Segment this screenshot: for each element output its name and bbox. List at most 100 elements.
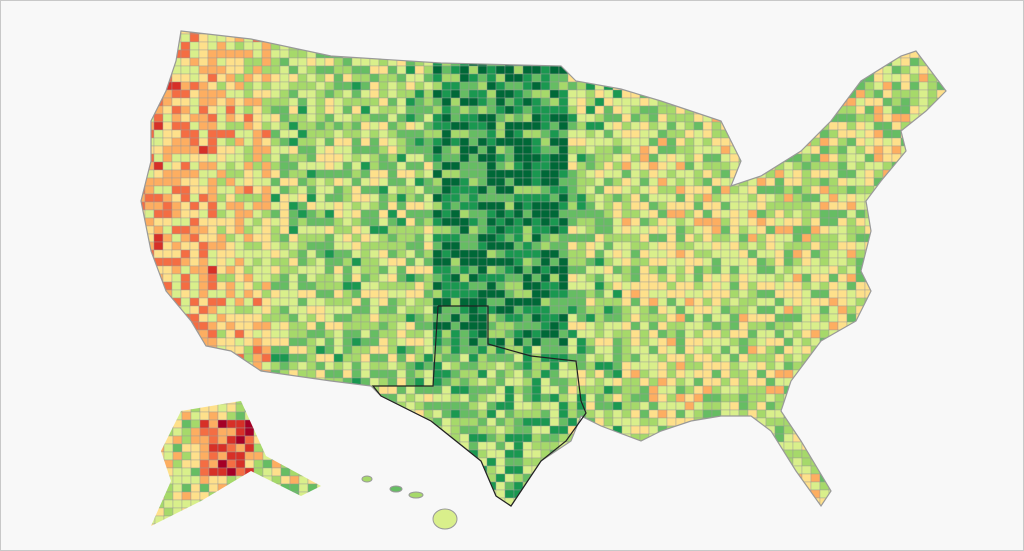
county — [450, 465, 461, 475]
county — [450, 353, 461, 363]
county — [459, 217, 470, 227]
county — [504, 281, 515, 291]
county — [270, 393, 281, 403]
county — [648, 409, 659, 419]
county — [432, 185, 443, 195]
county — [549, 89, 560, 99]
county — [360, 225, 371, 235]
county — [306, 249, 317, 259]
county — [558, 393, 569, 403]
county — [486, 145, 497, 155]
county — [765, 313, 776, 323]
county — [729, 385, 740, 395]
county — [585, 289, 596, 299]
county — [783, 345, 794, 355]
county — [306, 201, 317, 211]
county — [549, 177, 560, 187]
county — [792, 385, 803, 395]
county — [297, 201, 308, 211]
county — [612, 305, 623, 315]
county — [585, 89, 596, 99]
county — [396, 113, 407, 123]
county — [522, 177, 533, 187]
county — [837, 361, 848, 371]
county — [513, 313, 524, 323]
county — [567, 145, 578, 155]
county — [306, 313, 317, 323]
county — [855, 241, 866, 251]
county — [603, 233, 614, 243]
county — [486, 401, 497, 411]
county — [297, 465, 308, 475]
county — [171, 185, 182, 195]
county — [567, 233, 578, 243]
county — [315, 321, 326, 331]
county — [774, 233, 785, 243]
county — [648, 89, 659, 99]
county — [396, 169, 407, 179]
county — [270, 31, 281, 35]
county — [828, 49, 839, 59]
county — [495, 393, 506, 403]
county — [378, 257, 389, 267]
county — [684, 489, 695, 499]
county — [675, 129, 686, 139]
county — [486, 121, 497, 131]
county — [783, 49, 794, 59]
county — [495, 337, 506, 347]
county — [513, 457, 524, 467]
county — [693, 185, 704, 195]
county — [288, 345, 299, 355]
county — [450, 177, 461, 187]
county — [252, 41, 263, 51]
county — [189, 193, 200, 203]
county — [846, 185, 857, 195]
county — [378, 73, 389, 83]
county — [819, 297, 830, 307]
county — [567, 497, 578, 506]
county — [297, 297, 308, 307]
county — [153, 289, 164, 299]
county — [315, 433, 326, 443]
county — [396, 65, 407, 75]
county — [297, 505, 308, 506]
county — [738, 353, 749, 363]
county — [180, 33, 191, 43]
county — [792, 89, 803, 99]
county — [378, 193, 389, 203]
county — [396, 321, 407, 331]
county — [162, 353, 173, 363]
county — [801, 321, 812, 331]
county — [441, 209, 452, 219]
county — [765, 449, 776, 459]
county — [432, 409, 443, 419]
county — [198, 209, 209, 219]
county — [783, 281, 794, 291]
county — [801, 425, 812, 435]
county — [738, 297, 749, 307]
county — [621, 297, 632, 307]
county — [468, 169, 479, 179]
county — [441, 129, 452, 139]
county — [270, 417, 281, 427]
county — [666, 329, 677, 339]
county — [387, 457, 398, 467]
county — [819, 177, 830, 187]
county — [783, 57, 794, 67]
county — [495, 401, 506, 411]
county — [783, 481, 794, 491]
county — [162, 209, 173, 219]
county — [693, 33, 704, 43]
county — [558, 113, 569, 123]
county — [369, 153, 380, 163]
county — [540, 289, 551, 299]
county — [441, 121, 452, 131]
county — [468, 217, 479, 227]
county — [333, 497, 344, 506]
county — [360, 201, 371, 211]
county — [585, 121, 596, 131]
county — [522, 385, 533, 395]
county — [423, 489, 434, 499]
county — [270, 337, 281, 347]
county — [387, 281, 398, 291]
